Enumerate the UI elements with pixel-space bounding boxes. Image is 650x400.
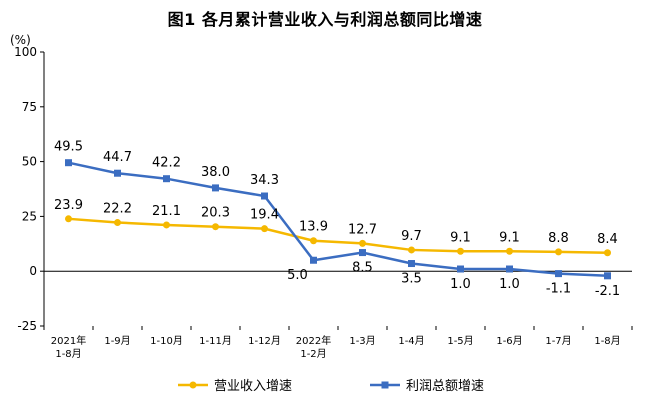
data-label-1: 21.1 xyxy=(152,204,181,219)
y-tick-label: 0 xyxy=(29,264,37,278)
x-tick-label: 1-7月 xyxy=(545,335,571,347)
x-tick-label: 2022年 1-2月 xyxy=(296,334,331,360)
data-label-1: 9.1 xyxy=(499,230,520,245)
data-label-1: 9.1 xyxy=(450,230,471,245)
data-label-2: -1.1 xyxy=(546,282,571,297)
data-label-2: 38.0 xyxy=(201,165,230,180)
data-label-1: 13.9 xyxy=(299,220,328,235)
series-point-1 xyxy=(114,219,121,227)
data-label-1: 12.7 xyxy=(348,222,377,237)
x-tick-label: 2021年 1-8月 xyxy=(51,334,86,360)
data-label-1: 8.4 xyxy=(597,232,618,247)
series-point-2 xyxy=(604,272,611,280)
series-line-1 xyxy=(68,217,608,255)
x-tick-label: 1-11月 xyxy=(199,335,232,347)
series-point-2 xyxy=(408,260,415,268)
data-label-1: 8.8 xyxy=(548,231,569,246)
data-label-1: 20.3 xyxy=(201,206,230,221)
series-point-1 xyxy=(310,237,317,245)
series-point-1 xyxy=(359,239,366,247)
y-tick-label: 100 xyxy=(14,45,37,59)
series-point-1 xyxy=(163,221,170,229)
x-tick-label: 1-10月 xyxy=(150,335,183,347)
x-tick-label: 1-3月 xyxy=(349,335,375,347)
series-point-2 xyxy=(359,249,366,257)
legend-label-2: 利润总额增速 xyxy=(406,379,484,394)
y-tick-label: 75 xyxy=(22,100,37,114)
series-point-1 xyxy=(506,247,513,255)
series-point-2 xyxy=(506,265,513,273)
data-label-1: 19.4 xyxy=(250,208,279,223)
series-point-2 xyxy=(114,169,121,177)
y-tick-label: -25 xyxy=(17,319,37,333)
data-label-2: 3.5 xyxy=(401,272,422,287)
chart-title: 图1 各月累计营业收入与利润总额同比增速 xyxy=(167,10,483,29)
series-point-1 xyxy=(65,215,72,223)
data-label-2: 44.7 xyxy=(103,150,132,165)
x-tick-label: 1-9月 xyxy=(104,335,130,347)
x-tick-label: 1-4月 xyxy=(398,335,424,347)
legend-label-1: 营业收入增速 xyxy=(214,379,292,394)
series-point-1 xyxy=(212,223,219,231)
data-label-1: 23.9 xyxy=(54,198,83,213)
series-point-1 xyxy=(408,246,415,254)
series-point-1 xyxy=(604,249,611,257)
series-point-2 xyxy=(457,265,464,273)
y-axis-unit-label: (%) xyxy=(10,33,31,47)
data-label-2: 34.3 xyxy=(250,173,279,188)
series-point-1 xyxy=(261,225,268,233)
legend-marker-2 xyxy=(381,381,389,389)
data-label-2: 42.2 xyxy=(152,156,181,171)
series-point-1 xyxy=(555,248,562,256)
data-label-2: 49.5 xyxy=(54,140,83,155)
data-label-2: 8.5 xyxy=(352,261,373,276)
x-tick-label: 1-6月 xyxy=(496,335,522,347)
series-line-2 xyxy=(68,161,608,278)
data-label-2: 1.0 xyxy=(450,277,471,292)
series-point-2 xyxy=(212,184,219,192)
x-tick-label: 1-12月 xyxy=(248,335,281,347)
legend-marker-1 xyxy=(189,381,197,389)
x-tick-label: 1-5月 xyxy=(447,335,473,347)
series-point-2 xyxy=(65,159,72,167)
data-label-2: -2.1 xyxy=(595,284,620,299)
series-point-2 xyxy=(261,192,268,200)
y-tick-label: 50 xyxy=(22,155,37,169)
series-point-2 xyxy=(163,175,170,183)
data-label-2: 1.0 xyxy=(499,277,520,292)
y-tick-label: 25 xyxy=(22,209,37,223)
series-point-1 xyxy=(457,247,464,255)
data-label-1: 9.7 xyxy=(401,229,422,244)
data-label-1: 22.2 xyxy=(103,202,132,217)
series-point-2 xyxy=(310,256,317,264)
series-point-2 xyxy=(555,270,562,278)
x-tick-label: 1-8月 xyxy=(594,335,620,347)
data-label-2: 5.0 xyxy=(287,268,308,283)
